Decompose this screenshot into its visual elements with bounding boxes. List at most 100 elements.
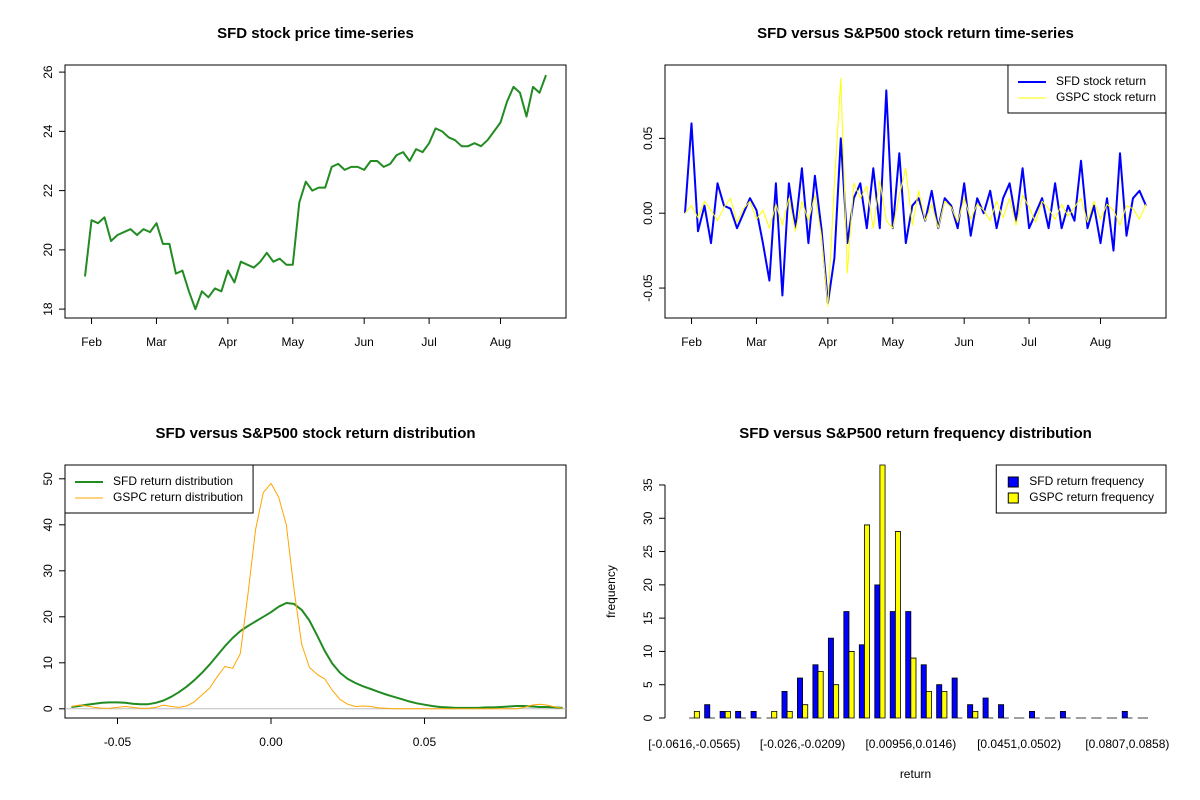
bar [750, 710, 757, 719]
bar [704, 704, 711, 719]
y-tick-label: 15 [641, 611, 655, 625]
bar [833, 684, 840, 719]
y-tick-label: 22 [41, 184, 55, 198]
y-tick-label: 30 [641, 511, 655, 525]
chart-title: SFD versus S&P500 return frequency distr… [739, 425, 1092, 442]
bar [735, 710, 742, 719]
legend: SFD stock return GSPC stock return [1007, 64, 1167, 114]
x-axis-label: return [900, 767, 931, 781]
bar [771, 710, 778, 719]
bar [967, 704, 974, 719]
bar [724, 710, 731, 719]
x-tick-label: Mar [146, 335, 167, 349]
x-tick-label: [0.0451,0.0502) [977, 737, 1061, 751]
y-tick-label: 20 [41, 610, 55, 624]
bar [879, 464, 886, 719]
legend-swatch [1007, 492, 1019, 504]
bar [812, 664, 819, 719]
bar [786, 710, 793, 719]
x-tick-label: Feb [681, 335, 702, 349]
bar [719, 710, 726, 719]
x-tick-label: May [281, 335, 304, 349]
bar [998, 704, 1005, 719]
bar [874, 584, 881, 719]
y-tick-label: 26 [41, 65, 55, 79]
bar [925, 690, 932, 719]
y-tick-label: 0 [641, 714, 655, 721]
bar [864, 524, 870, 719]
bar [781, 690, 788, 719]
y-tick-label: 20 [41, 243, 55, 257]
bar [843, 611, 850, 719]
bar [941, 690, 948, 719]
plot-frame [664, 64, 1167, 319]
y-tick-label: 40 [41, 518, 55, 532]
plot-frame [64, 464, 567, 719]
bar [802, 704, 809, 719]
bar [905, 611, 912, 719]
chart-title: SFD versus S&P500 stock return distribut… [155, 425, 475, 442]
x-tick-label: Jul [1021, 335, 1036, 349]
legend-label: SFD return distribution [113, 474, 233, 488]
bar [1121, 710, 1128, 719]
x-tick-label: [0.0807,0.0858) [1085, 737, 1169, 751]
x-tick-label: Jun [955, 335, 974, 349]
x-tick-label: 0.05 [413, 735, 437, 749]
y-tick-label: -0.05 [641, 274, 655, 302]
x-tick-label: Jun [355, 335, 374, 349]
bar [797, 677, 803, 719]
x-tick-label: Jul [421, 335, 436, 349]
chart-title: SFD stock price time-series [217, 25, 414, 42]
x-tick-label: 0.00 [259, 735, 283, 749]
legend-box [64, 464, 254, 514]
y-tick-label: 18 [41, 302, 55, 316]
x-tick-label: Apr [219, 335, 238, 349]
bar [951, 677, 958, 719]
bar [693, 710, 700, 719]
y-tick-label: 10 [41, 656, 55, 670]
density-line [71, 482, 563, 710]
legend-box [1007, 64, 1167, 114]
legend: SFD return distribution GSPC return distr… [64, 464, 254, 514]
x-tick-label: [0.00956,0.0146) [865, 737, 956, 751]
legend-label: SFD stock return [1056, 74, 1146, 88]
bar [827, 637, 834, 719]
x-tick-label: May [881, 335, 904, 349]
bar [920, 664, 927, 719]
x-tick-label: Aug [1090, 335, 1111, 349]
bar [972, 710, 979, 719]
bar [889, 611, 896, 719]
plot-frame [64, 64, 567, 319]
x-tick-label: Mar [746, 335, 767, 349]
x-tick-label: -0.05 [104, 735, 132, 749]
legend-label: GSPC return distribution [113, 490, 243, 504]
y-tick-label: 0.00 [641, 201, 655, 225]
y-tick-label: 20 [641, 578, 655, 592]
y-tick-label: 5 [641, 681, 655, 688]
chart-title: SFD versus S&P500 stock return time-seri… [757, 25, 1074, 42]
y-tick-label: 24 [41, 124, 55, 138]
y-tick-label: 30 [41, 564, 55, 578]
legend-label: GSPC stock return [1056, 90, 1156, 104]
y-axis-label: frequency [604, 565, 618, 618]
y-tick-label: 0.05 [641, 126, 655, 150]
legend-swatch [1007, 476, 1019, 488]
bar [982, 697, 989, 719]
x-tick-label: Aug [490, 335, 511, 349]
y-tick-label: 35 [641, 478, 655, 492]
bar [894, 531, 901, 719]
legend-box [995, 464, 1167, 514]
bar [858, 644, 865, 719]
bar [848, 651, 855, 719]
x-tick-label: [-0.0616,-0.0565) [648, 737, 740, 751]
series-line [684, 78, 1147, 307]
legend-label: SFD return frequency [1029, 474, 1144, 488]
bar [1059, 710, 1066, 719]
series-line [84, 74, 547, 311]
y-tick-label: 10 [641, 644, 655, 658]
series-line [684, 89, 1147, 304]
legend: SFD return frequency GSPC return frequenc… [995, 464, 1167, 514]
bar [1029, 710, 1035, 719]
